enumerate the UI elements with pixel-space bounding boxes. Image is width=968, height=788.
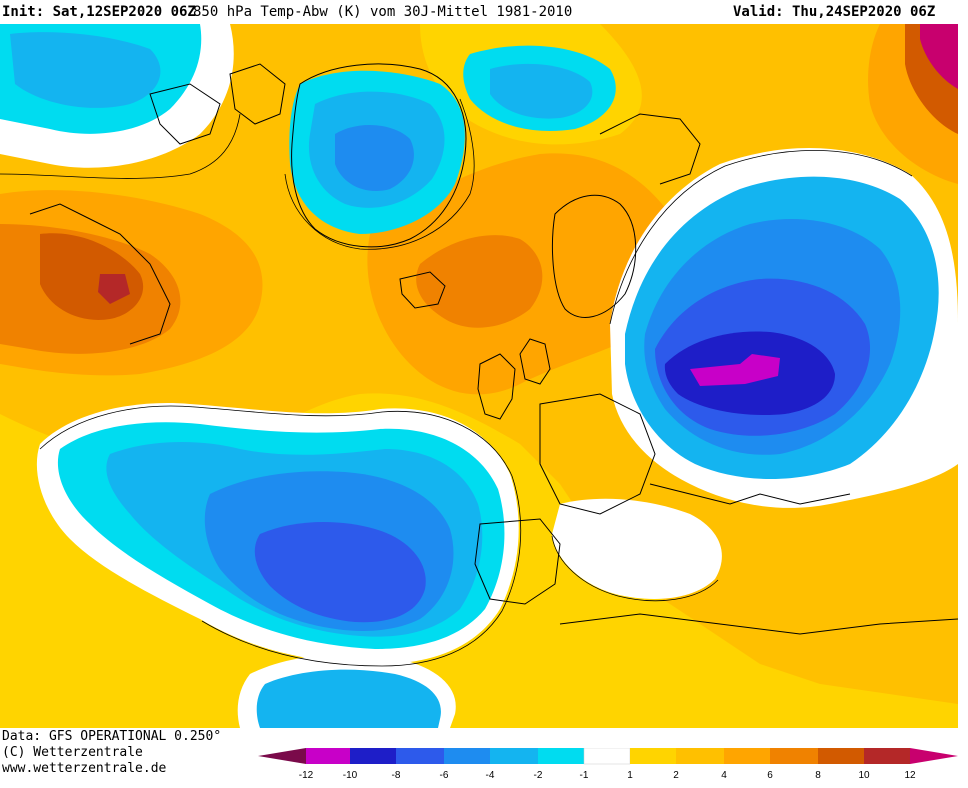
scale-segment-1-2: [630, 748, 676, 764]
scale-tick: -6: [440, 770, 449, 781]
contours: [0, 98, 913, 667]
scale-segment-gt-12: [910, 748, 958, 764]
coastlines: [29, 63, 958, 635]
anomaly-minus-2-4-barents: [490, 63, 593, 119]
scale-segment-2-4: [676, 748, 724, 764]
scale-segment-6-8: [770, 748, 818, 764]
scale-tick: 10: [858, 770, 870, 781]
anomaly-minus-2-4-south: [256, 669, 441, 728]
anomaly-10-12-labrador: [98, 274, 130, 304]
scale-segment-minus-12-10: [306, 748, 350, 764]
website-link[interactable]: www.wetterzentrale.de: [2, 761, 167, 776]
scale-segment-minus-8-6: [396, 748, 444, 764]
scale-tick: -2: [534, 770, 543, 781]
header-bar: Init: Sat,12SEP2020 06Z 850 hPa Temp-Abw…: [0, 0, 968, 24]
scale-segment-minus-4-2: [490, 748, 538, 764]
scale-tick: -1: [580, 770, 589, 781]
chart-title: 850 hPa Temp-Abw (K) vom 30J-Mittel 1981…: [193, 4, 573, 20]
init-time: Init: Sat,12SEP2020 06Z: [2, 4, 196, 20]
data-source-label: Data: GFS OPERATIONAL 0.250°: [2, 729, 222, 744]
scale-segment-10-12: [864, 748, 910, 764]
anomaly-gt-12-ne: [920, 24, 958, 89]
scale-segment-minus-6-4: [444, 748, 490, 764]
scale-tick: -12: [299, 770, 314, 781]
scale-segment-minus-2-1: [538, 748, 584, 764]
color-scale: -12 -10 -8 -6 -4 -2 -1 1 2 4 6 8 10 12: [258, 748, 958, 781]
footer: Data: GFS OPERATIONAL 0.250° (C) Wetterz…: [0, 728, 968, 788]
anomaly-minus-10-12-russia: [690, 354, 780, 386]
scale-tick: 8: [815, 770, 821, 781]
scale-tick: -10: [343, 770, 358, 781]
scale-tick: 1: [627, 770, 633, 781]
scale-segment-minus-1-1: [583, 748, 631, 765]
scale-tick: 12: [904, 770, 916, 781]
weather-map: [0, 24, 958, 728]
anomaly-minus-6-8-atlantic: [254, 522, 426, 623]
anomaly-near-zero-med: [552, 498, 722, 599]
anomaly-minus-4-6-greenland: [335, 124, 414, 192]
anomaly-minus-2-4-nw: [10, 32, 161, 108]
scale-segment-lt-minus-12: [258, 748, 306, 764]
scale-tick: 4: [721, 770, 727, 781]
scale-segment-minus-10-8: [350, 748, 396, 764]
scale-tick: 2: [673, 770, 679, 781]
anomaly-field: [0, 24, 958, 728]
scale-tick: -8: [392, 770, 401, 781]
anomaly-6-8-central: [416, 235, 543, 328]
scale-tick: -4: [486, 770, 495, 781]
scale-tick: 6: [767, 770, 773, 781]
scale-segment-4-6: [724, 748, 770, 764]
scale-segment-8-10: [818, 748, 864, 764]
valid-time: Valid: Thu,24SEP2020 06Z: [733, 4, 936, 20]
copyright-label: (C) Wetterzentrale: [2, 745, 143, 760]
